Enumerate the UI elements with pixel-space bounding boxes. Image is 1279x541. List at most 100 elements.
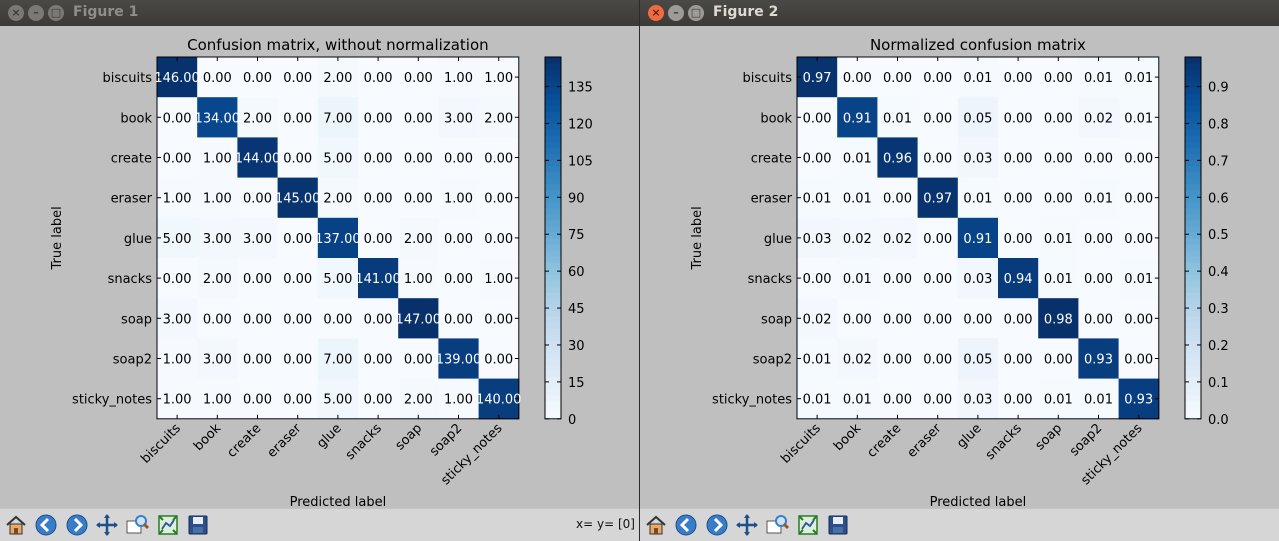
matrix-cell [398,338,439,380]
colorbar-segment [1185,165,1201,173]
x-tick-label-snacks: snacks [983,421,1025,463]
cell-value-label: 0.00 [1044,71,1073,86]
cell-value-label: 0.00 [923,393,952,408]
plot-toolbar [640,508,1279,541]
colorbar-segment [1185,93,1201,100]
cell-value-label: 0.00 [1044,353,1073,368]
y-tick-label-soap2: soap2 [113,353,152,368]
matrix-cell [957,57,999,98]
forward-button[interactable] [64,512,90,538]
colorbar-segment [1185,412,1201,420]
cell-value-label: 0.01 [883,111,912,126]
home-button[interactable] [3,512,29,538]
matrix-cell [358,57,399,98]
colorbar-segment [1185,225,1201,233]
colorbar-segment [545,117,561,124]
matrix-cell [277,258,319,299]
colorbar-segment [545,57,561,64]
cell-value-label: 5.00 [163,232,192,247]
pan-icon [95,514,118,536]
cell-value-label: 0.00 [364,312,393,327]
cell-value-label: 0.01 [843,393,872,408]
matrix-cell [957,137,999,179]
colorbar-tick-label: 0 [568,413,576,428]
colorbar-segment [545,189,561,197]
colorbar-segment [545,358,561,366]
colorbar-segment [545,159,561,167]
cell-value-label: 5.00 [323,393,352,408]
zoom-button[interactable] [124,512,150,538]
x-tick-label-glue: glue [954,421,984,451]
window-close-button[interactable]: × [648,5,664,21]
cell-value-label: 1.00 [444,393,473,408]
window-maximize-button[interactable]: □ [688,5,704,21]
zoom-button[interactable] [764,512,790,538]
matrix-cell [837,97,878,138]
colorbar-segment [1185,243,1201,251]
matrix-cell [1118,137,1160,179]
matrix-cell [837,57,878,98]
forward-icon [706,514,728,536]
cell-value-label: 0.01 [843,192,872,207]
home-button[interactable] [643,512,669,538]
colorbar-segment [545,243,561,251]
save-button[interactable] [825,512,851,538]
colorbar-segment [1185,394,1201,402]
cell-value-label: 0.00 [1044,192,1073,207]
normalized-confusion-matrix-plot[interactable]: Normalized confusion matrix 0.97 0.00 0.00 0… [640,26,1279,508]
y-tick-label-book: book [120,111,152,126]
cell-value-label: 0.02 [843,353,872,368]
back-button[interactable] [673,512,699,538]
cell-value-label: 1.00 [203,393,232,408]
colorbar-segment [545,183,561,191]
save-button[interactable] [185,512,211,538]
window-minimize-button[interactable]: – [28,5,44,21]
confusion-matrix-plot[interactable]: Confusion matrix, without normalization 1… [0,26,639,508]
cell-value-label: 0.00 [803,152,832,167]
window-maximize-button[interactable]: □ [48,5,64,21]
cell-value-label: 0.00 [404,71,433,86]
matrix-cell [317,258,359,299]
forward-button[interactable] [704,512,730,538]
cell-value-label: 0.94 [1004,272,1033,287]
window-close-button[interactable]: × [8,5,24,21]
matrix-cell [317,378,359,420]
x-tick-label-soap: soap [393,421,425,453]
matrix-cell [1078,57,1120,98]
window-titlebar: × – □ Figure 2 [640,0,1279,26]
matrix-cell [277,97,319,138]
matrix-cell [197,137,238,179]
colorbar-segment [545,165,561,173]
matrix-cell [957,177,999,219]
cell-value-label: 7.00 [323,353,352,368]
colorbar-segment [545,105,561,112]
subplots-button[interactable] [795,512,821,538]
back-button[interactable] [33,512,59,538]
matrix-cell [237,378,279,420]
matrix-cell [438,217,480,259]
pan-button[interactable] [94,512,120,538]
colorbar-segment [545,135,561,143]
cell-value-label: 0.01 [1044,232,1073,247]
matrix-cell [917,298,959,339]
cell-value-label: 0.00 [283,272,312,287]
colorbar-segment [545,304,561,311]
cell-value-label: 0.01 [1084,192,1113,207]
pan-button[interactable] [734,512,760,538]
cell-value-label: 2.00 [323,71,352,86]
cell-value-label: 0.00 [923,71,952,86]
cell-value-label: 0.00 [484,353,513,368]
colorbar-segment [1185,129,1201,136]
matrix-cell [197,217,238,259]
window-minimize-button[interactable]: – [668,5,684,21]
cell-value-label: 0.96 [883,152,912,167]
cell-value-label: 0.00 [883,353,912,368]
matrix-cell [1038,177,1079,219]
colorbar-segment [1185,63,1201,70]
colorbar-segment [1185,213,1201,221]
zoom-icon [126,515,150,534]
cell-value-label: 2.00 [203,272,232,287]
colorbar-segment [545,268,561,275]
colorbar-tick-label: 0.5 [1208,228,1229,243]
subplots-button[interactable] [155,512,181,538]
